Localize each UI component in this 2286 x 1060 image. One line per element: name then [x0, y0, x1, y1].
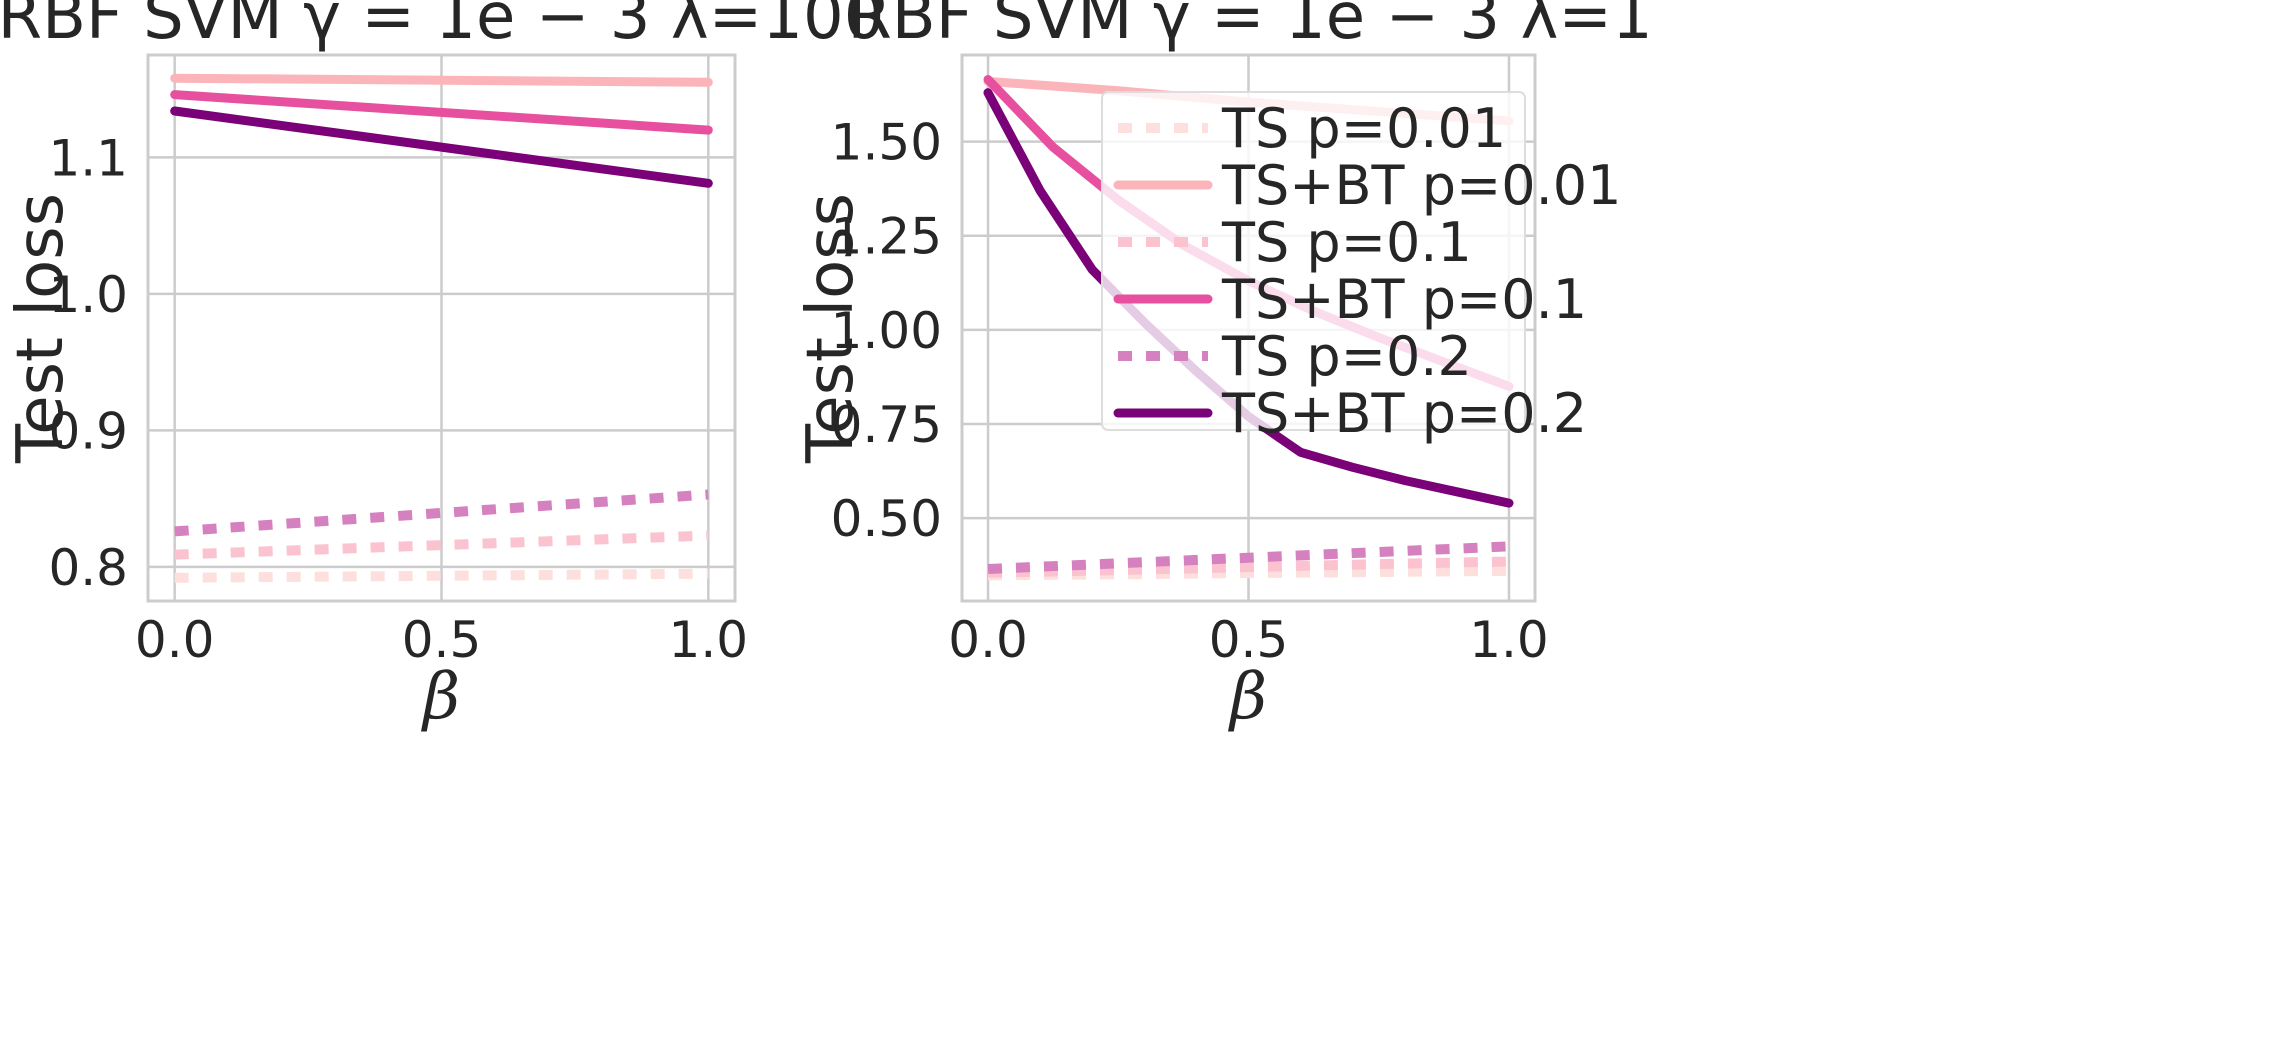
y-tick-label: 0.75	[831, 396, 942, 454]
y-tick-label: 1.1	[48, 129, 128, 187]
y-tick-label: 0.8	[48, 539, 128, 597]
series-line-ts-p-0-1	[174, 530, 709, 560]
y-axis-label: Test loss	[794, 193, 868, 464]
x-tick-label: 0.5	[402, 611, 482, 669]
y-tick-label: 1.25	[831, 208, 942, 266]
x-tick-label: 1.0	[669, 611, 749, 669]
x-axis-label: β	[1228, 660, 1267, 734]
y-axis-label: Test loss	[4, 193, 78, 464]
legend-box	[1101, 91, 1526, 431]
y-tick-label: 1.00	[831, 302, 942, 360]
legend-label: TS p=0.01	[1221, 97, 1506, 160]
x-axis-label: β	[421, 660, 460, 734]
series-line-ts-p-0-01	[174, 568, 709, 583]
chart-left: 0.0 0.5 1.0 0.8 0.9 1.0 1.1 RBF SVM γ = 1e − 3 …	[0, 0, 884, 734]
legend-label: TS+BT p=0.01	[1221, 154, 1621, 217]
legend-label: TS+BT p=0.1	[1221, 268, 1587, 331]
y-tick-label: 1.50	[831, 114, 942, 172]
chart-title: RBF SVM γ = 1e − 3 λ=100	[0, 0, 884, 54]
series-line-ts-p-0-1	[987, 556, 1510, 578]
x-tick-label: 1.0	[1469, 611, 1549, 669]
y-tick-label: 0.50	[831, 490, 942, 548]
series-group	[170, 73, 713, 583]
plot-frame	[960, 53, 1537, 603]
legend-label: TS p=0.1	[1221, 211, 1472, 274]
series-line-ts-p-0-2	[174, 489, 709, 537]
plot-frame	[146, 53, 737, 603]
legend-label: TS+BT p=0.2	[1221, 382, 1587, 445]
series-line-ts-bt-p-0-2	[170, 106, 713, 188]
x-tick-label: 0.0	[948, 611, 1028, 669]
chart-title: RBF SVM γ = 1e − 3 λ=1	[847, 0, 1652, 54]
series-line-ts-bt-p-0-1	[170, 90, 713, 135]
x-tick-label: 0.5	[1209, 611, 1289, 669]
y-tick-label: 0.9	[48, 402, 128, 460]
x-tick-label: 0.0	[135, 611, 215, 669]
legend-label: TS p=0.2	[1221, 325, 1472, 388]
y-tick-label: 1.0	[48, 266, 128, 324]
series-line-ts-bt-p-0-01	[170, 73, 713, 87]
series-line-ts-p-0-2	[987, 541, 1510, 574]
chart-right: 0.0 0.5 1.0 0.50 0.75 1.00 1.25 1.50 RBF SVM γ =…	[794, 0, 1653, 734]
